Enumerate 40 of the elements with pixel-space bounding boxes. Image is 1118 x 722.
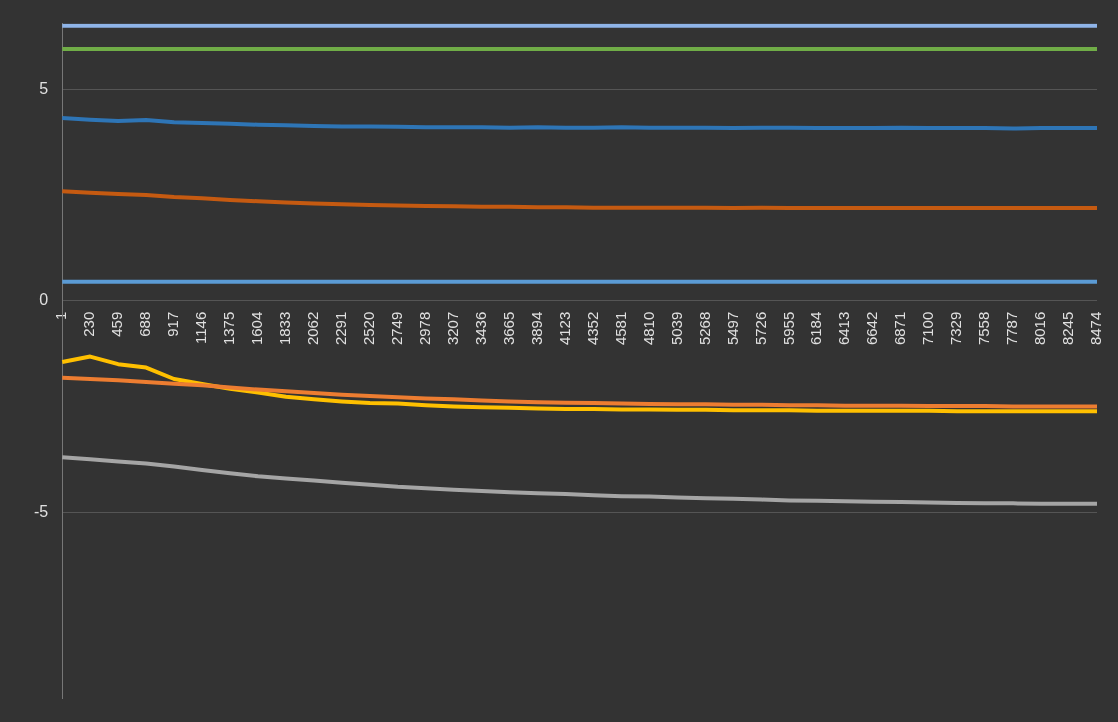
- x-tick-label: 6642: [863, 311, 881, 346]
- x-tick-label: 7329: [947, 311, 965, 346]
- x-tick-label: 1375: [220, 311, 238, 346]
- x-tick-label: 5039: [667, 311, 685, 346]
- x-tick-label: 230: [80, 311, 98, 337]
- x-tick-label: 8016: [1031, 311, 1049, 346]
- x-tick-label: 4352: [583, 311, 601, 346]
- x-tick-label: 5955: [779, 311, 797, 346]
- x-tick-label: 3207: [443, 311, 461, 346]
- x-tick-label: 1833: [276, 311, 294, 346]
- x-tick-label: 917: [164, 311, 182, 337]
- x-tick-label: 1146: [192, 311, 210, 344]
- x-tick-label: 3665: [499, 311, 517, 346]
- x-tick-label: 8474: [1087, 311, 1105, 346]
- x-tick-label: 7558: [975, 311, 993, 346]
- x-tick-label: 4810: [639, 311, 657, 346]
- x-tick-label: 6184: [807, 311, 825, 346]
- x-tick-label: 459: [108, 311, 126, 337]
- y-tick-label: 0: [39, 291, 49, 309]
- x-tick-label: 6413: [835, 311, 853, 346]
- x-tick-label: 2978: [415, 311, 433, 346]
- x-tick-label: 4123: [555, 311, 573, 346]
- x-tick-label: 3436: [471, 311, 489, 346]
- x-tick-label: 2520: [360, 311, 377, 346]
- x-tick-label: 2749: [387, 311, 405, 346]
- x-tick-label: 5726: [751, 311, 769, 346]
- x-tick-label: 6871: [891, 311, 909, 346]
- y-tick-label: -5: [33, 502, 49, 520]
- x-tick-label: 2291: [332, 311, 350, 346]
- x-tick-label: 4581: [611, 311, 629, 346]
- x-tick-label: 7100: [919, 311, 937, 346]
- x-tick-label: 2062: [304, 311, 322, 346]
- x-tick-label: 5268: [695, 311, 713, 346]
- x-tick-label: 3894: [527, 311, 545, 346]
- y-tick-label: 5: [39, 79, 49, 97]
- x-tick-label: 5497: [723, 311, 741, 346]
- x-tick-label: 8245: [1059, 311, 1077, 346]
- x-tick-label: 688: [136, 311, 154, 337]
- x-tick-label: 7787: [1003, 311, 1021, 346]
- x-tick-label: 1604: [248, 311, 266, 346]
